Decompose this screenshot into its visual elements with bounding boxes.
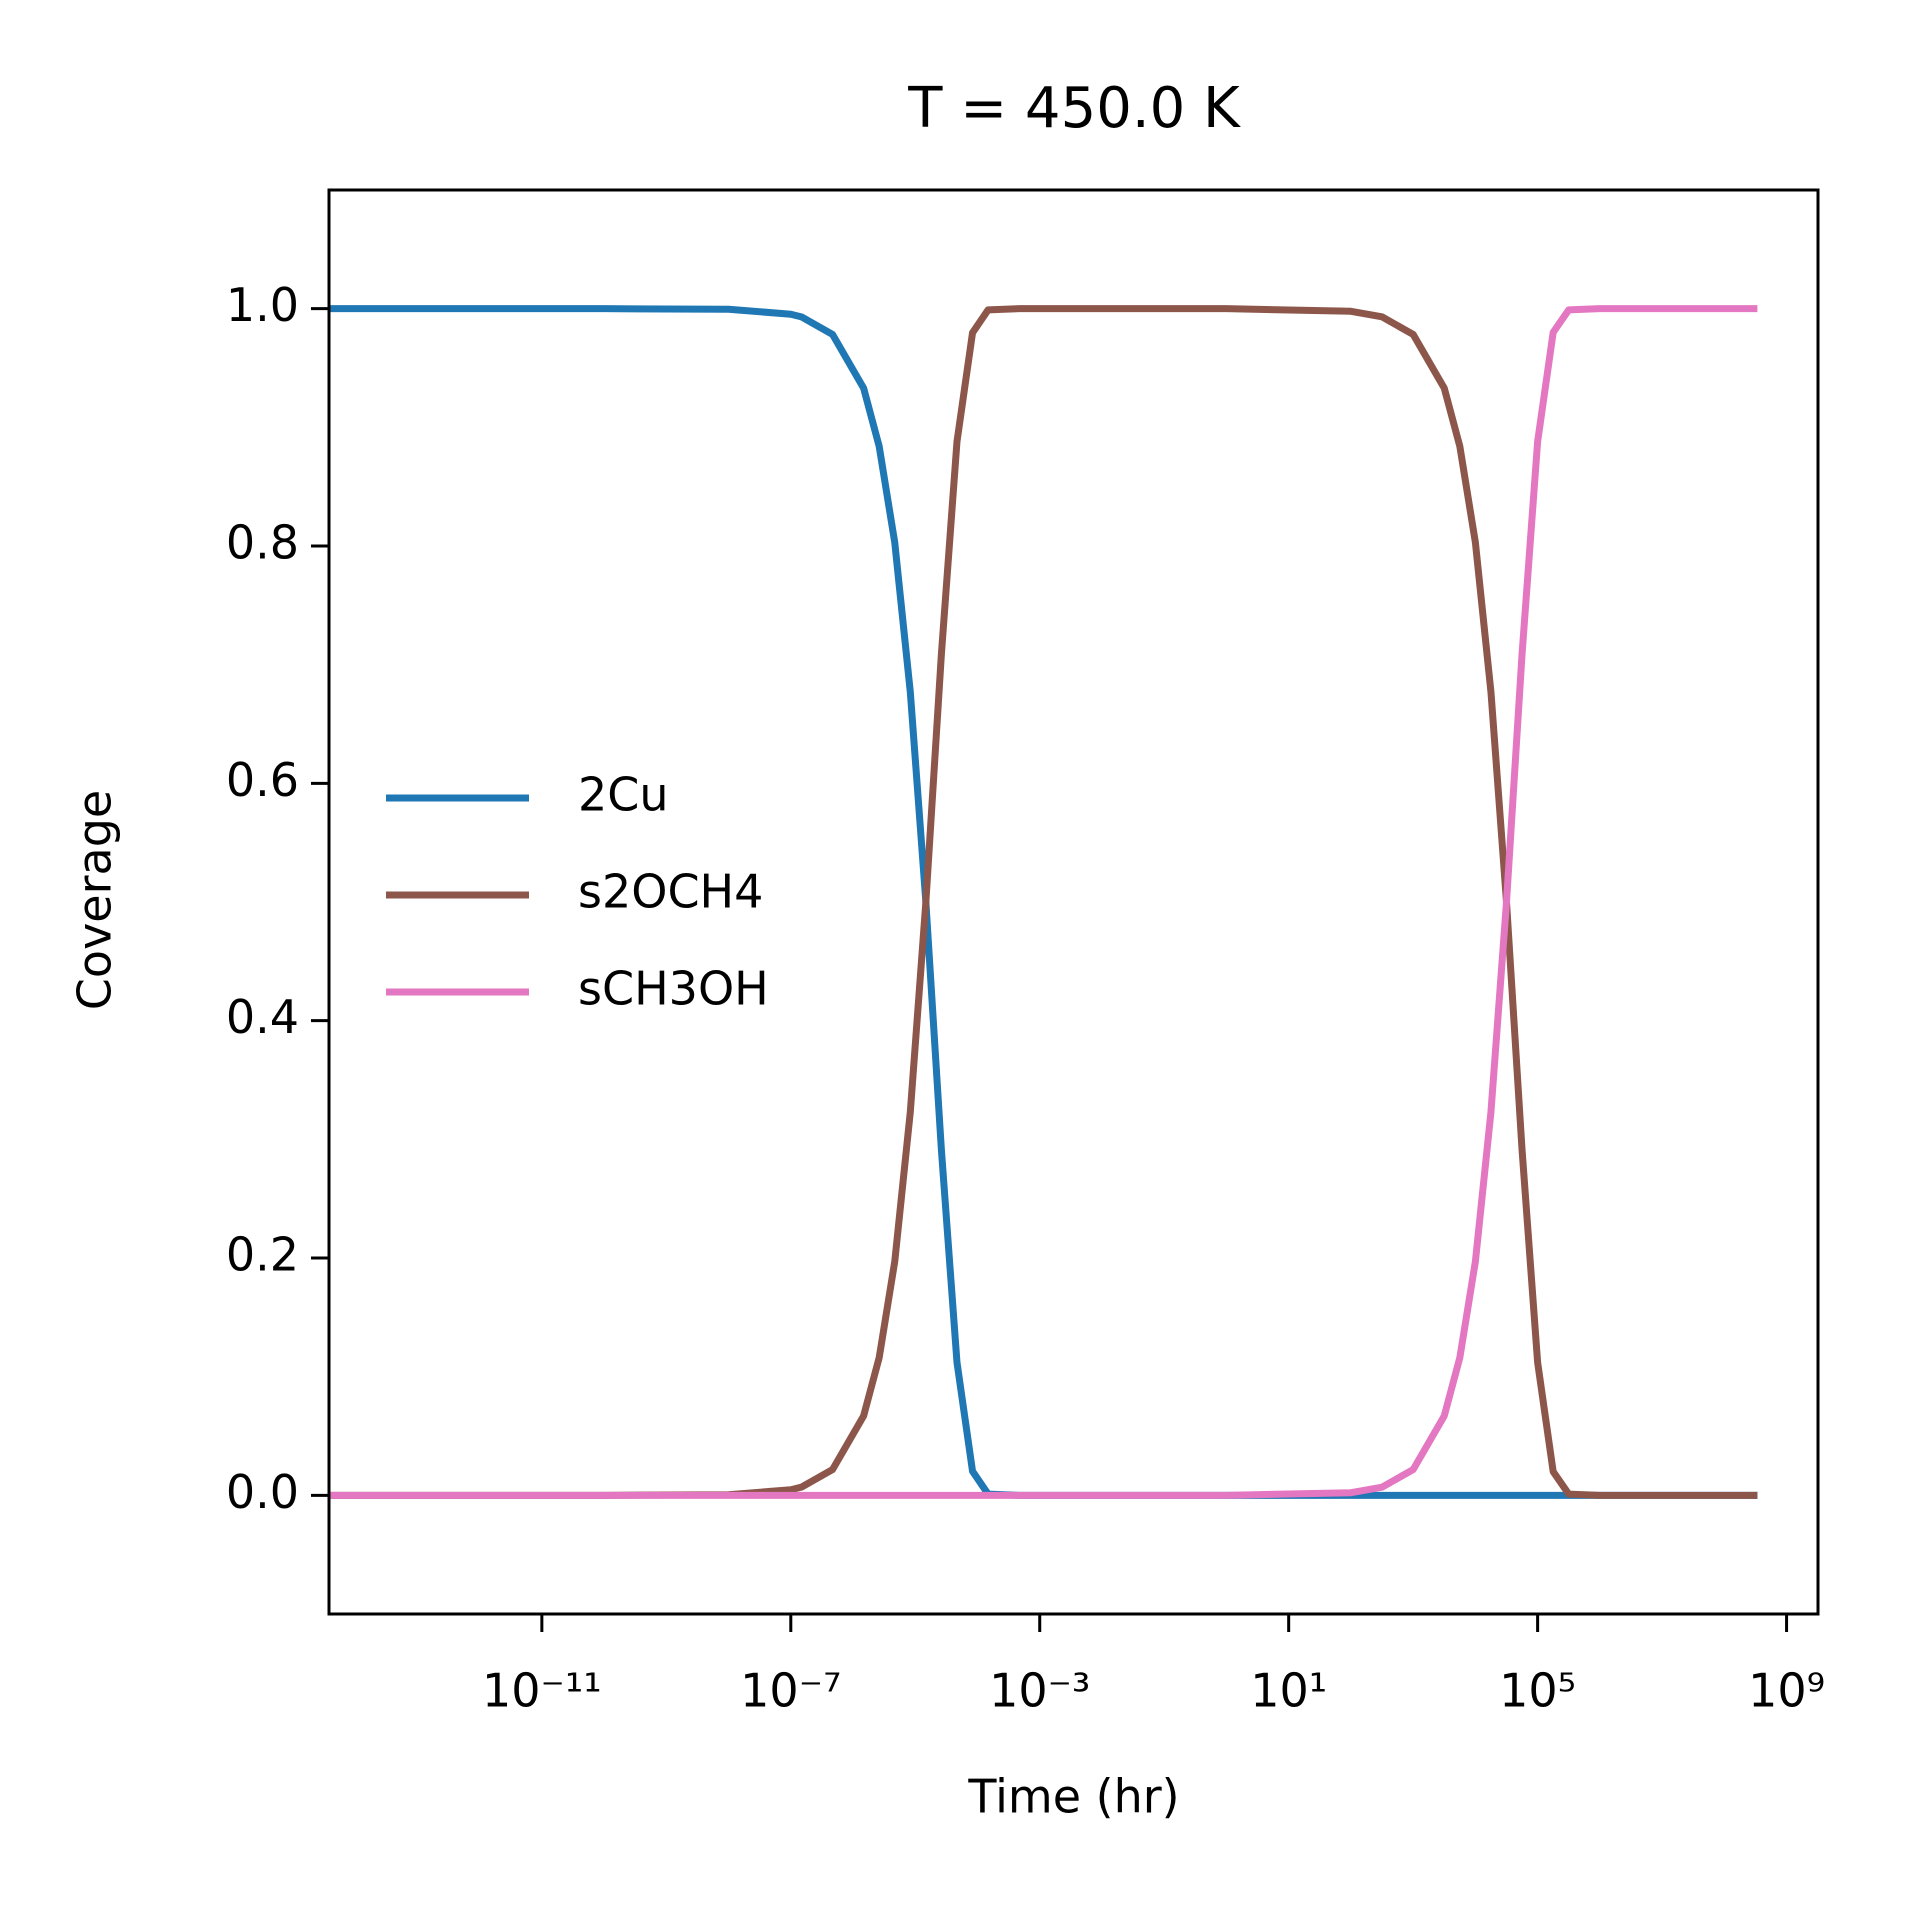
legend-label: sCH3OH <box>578 962 769 1016</box>
legend-label: 2Cu <box>578 768 669 822</box>
y-tick-label: 0.8 <box>226 516 299 570</box>
legend-label: s2OCH4 <box>578 865 763 919</box>
y-axis-label: Coverage <box>68 790 122 1010</box>
y-tick-label: 0.2 <box>226 1228 299 1282</box>
x-tick-label: 10⁵ <box>1499 1664 1576 1718</box>
x-tick-label: 10⁹ <box>1748 1664 1825 1718</box>
x-tick-label: 10⁻¹¹ <box>482 1664 602 1718</box>
y-tick-label: 1.0 <box>226 278 299 332</box>
x-axis-label: Time (hr) <box>967 1770 1179 1824</box>
series-line <box>329 305 1758 1499</box>
y-tick-label: 0.0 <box>226 1465 299 1519</box>
x-tick-label: 10¹ <box>1250 1664 1327 1718</box>
x-tick-label: 10⁻⁷ <box>740 1664 841 1718</box>
series-line <box>329 305 1758 1499</box>
x-tick-label: 10⁻³ <box>989 1664 1090 1718</box>
y-tick-label: 0.6 <box>226 753 299 807</box>
y-tick-label: 0.4 <box>226 990 299 1044</box>
series-line <box>329 305 1758 1499</box>
chart-title: T = 450.0 K <box>907 76 1241 141</box>
plot-frame <box>327 188 1820 1616</box>
